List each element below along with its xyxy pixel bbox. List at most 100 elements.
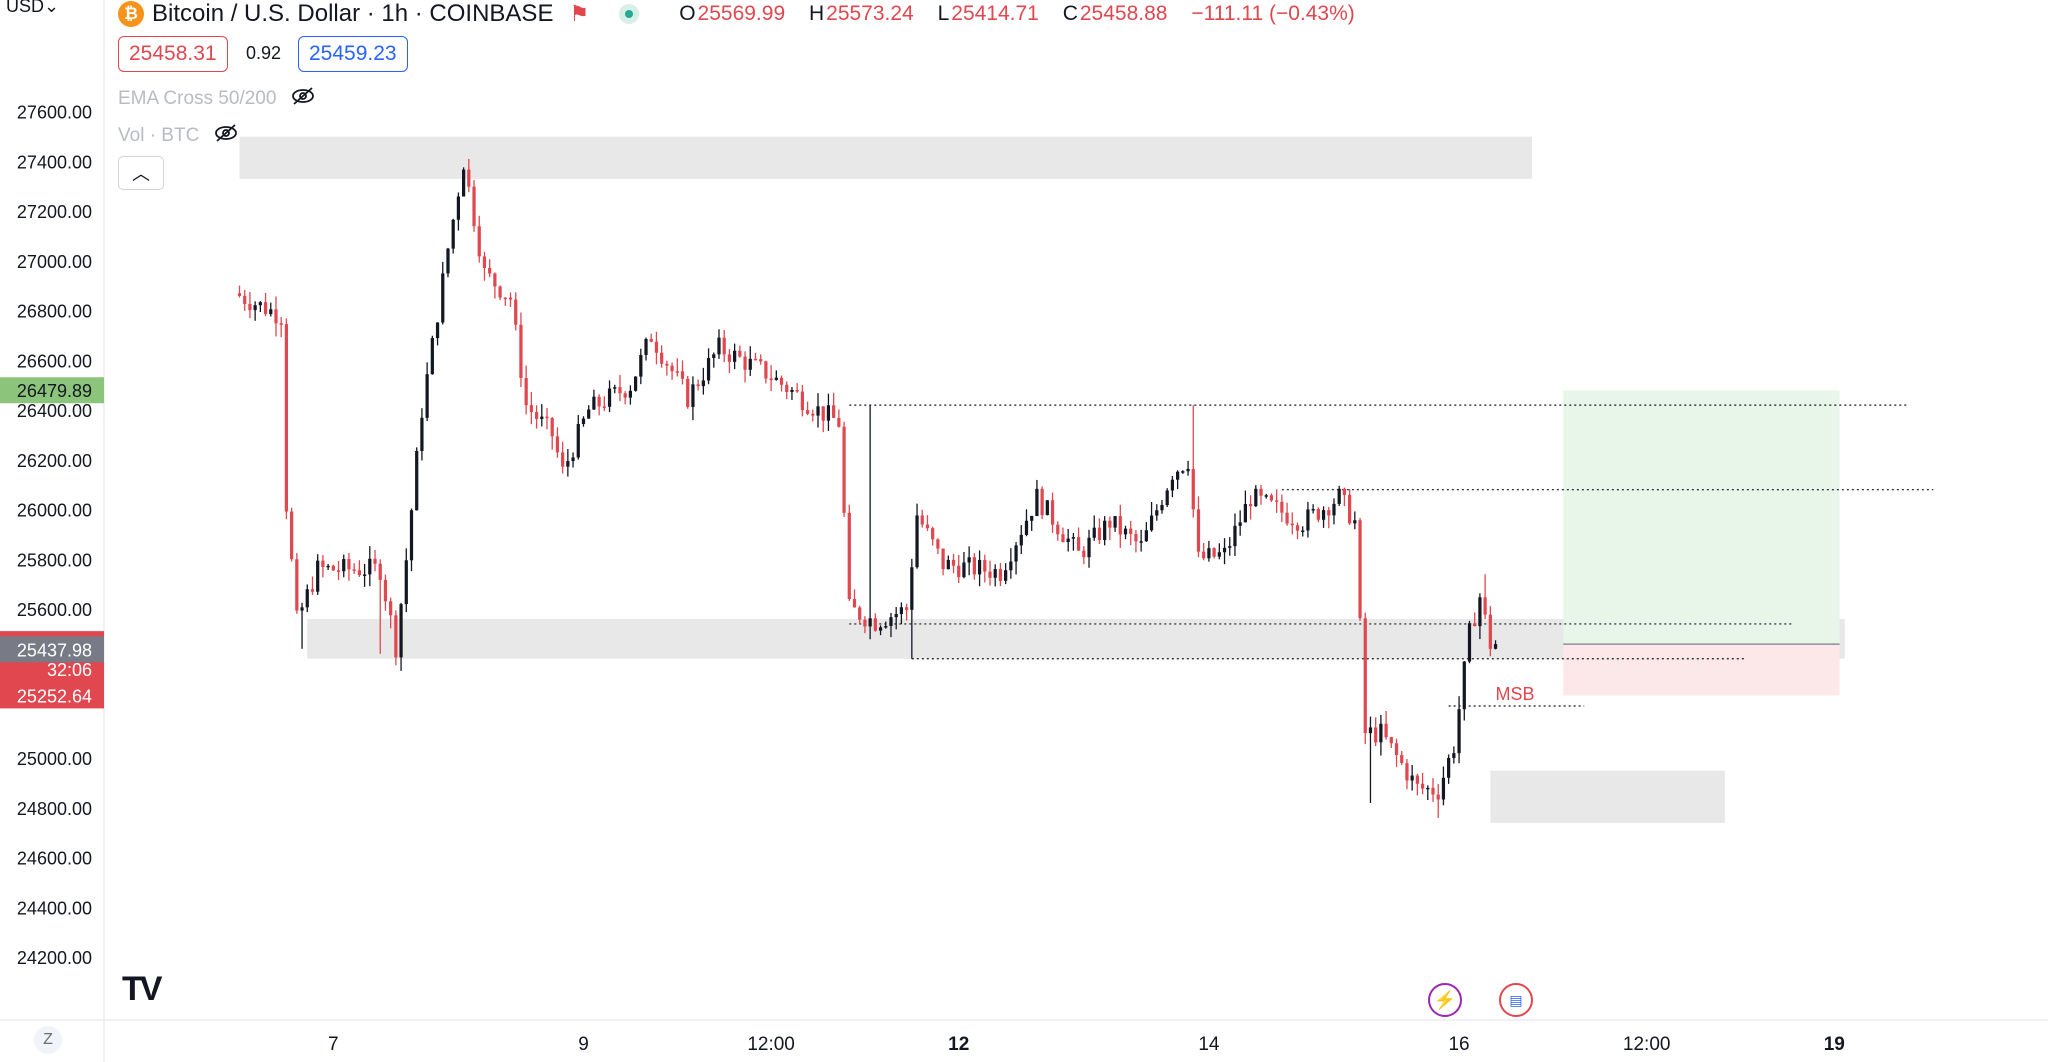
candle — [873, 618, 877, 631]
y-tick-label: 25000.00 — [17, 749, 92, 769]
candle — [889, 617, 893, 626]
price-label-text: 26479.89 — [17, 381, 92, 401]
candle — [738, 350, 742, 357]
candle — [540, 416, 544, 419]
candle — [425, 374, 429, 418]
candle — [243, 295, 247, 304]
candle — [1233, 525, 1237, 547]
candle — [1389, 737, 1393, 744]
candle — [753, 358, 758, 361]
candle — [1452, 753, 1456, 758]
y-tick-label: 24400.00 — [17, 898, 92, 918]
candle — [284, 324, 289, 512]
candle — [1009, 561, 1013, 571]
y-tick-label: 25600.00 — [17, 600, 92, 620]
candle — [1400, 755, 1404, 764]
candle — [988, 571, 992, 578]
y-tick-label: 25800.00 — [17, 550, 92, 570]
candle — [1415, 775, 1419, 784]
candle — [977, 559, 982, 575]
candle — [983, 559, 987, 572]
candle — [1040, 488, 1044, 516]
candle — [884, 625, 888, 628]
candle — [675, 371, 679, 373]
sell-price-button[interactable]: 25458.31 — [118, 36, 228, 72]
candle — [597, 396, 601, 407]
x-tick-label: 19 — [1824, 1034, 1845, 1055]
collapse-legend-button[interactable]: ︿ — [118, 156, 164, 190]
buy-price-button[interactable]: 25459.23 — [298, 36, 408, 72]
candle — [253, 305, 257, 311]
eye-off-icon[interactable] — [213, 123, 239, 148]
candle — [1176, 471, 1180, 480]
candle — [1108, 520, 1112, 528]
candle — [691, 384, 695, 407]
candle — [722, 337, 726, 355]
currency-selector[interactable]: USD⌄ — [6, 0, 60, 16]
candle — [717, 337, 721, 355]
candle — [258, 302, 262, 306]
candle — [503, 297, 507, 300]
candle — [1165, 490, 1169, 505]
candle — [1082, 550, 1086, 558]
candle — [394, 615, 398, 658]
candle — [295, 559, 299, 611]
indicator-ema-cross[interactable]: EMA Cross 50/200 — [118, 86, 316, 111]
candle — [534, 412, 539, 419]
candle — [1462, 661, 1466, 710]
candle — [1035, 488, 1039, 516]
candle — [1264, 495, 1268, 497]
candle — [712, 354, 716, 359]
timezone-button[interactable]: Z — [34, 1026, 62, 1054]
y-tick-label: 24200.00 — [17, 948, 92, 968]
candle — [1243, 503, 1247, 523]
candle — [383, 579, 388, 602]
candle — [1405, 763, 1409, 781]
indicator-volume[interactable]: Vol · BTC — [118, 123, 239, 148]
ohlc-values: O25569.99 H25573.24 L25414.71 C25458.88 … — [679, 2, 1355, 25]
candle — [1134, 534, 1138, 542]
candle — [910, 567, 914, 610]
candle — [368, 558, 372, 575]
candle — [805, 410, 810, 414]
candle — [852, 598, 857, 608]
candle — [519, 324, 523, 378]
candle — [821, 406, 825, 421]
candle — [613, 387, 617, 389]
symbol-title[interactable]: Bitcoin / U.S. Dollar · 1h · COINBASE — [152, 0, 554, 27]
candle — [1222, 547, 1227, 553]
lightning-event-icon[interactable]: ⚡ — [1428, 983, 1462, 1017]
candle — [446, 248, 450, 274]
candle — [790, 389, 794, 393]
candle — [946, 559, 950, 570]
candle — [592, 396, 596, 410]
candle — [550, 418, 554, 437]
flag-icon[interactable]: ⚑ — [569, 1, 590, 26]
market-status-icon[interactable] — [619, 4, 640, 24]
candle — [461, 169, 466, 197]
candle — [415, 450, 419, 511]
candle — [847, 512, 851, 599]
eye-off-icon[interactable] — [290, 86, 316, 111]
x-tick-label: 12 — [948, 1034, 969, 1055]
candle — [274, 309, 278, 324]
x-tick-label: 7 — [328, 1034, 339, 1055]
candle — [1332, 503, 1336, 516]
us-flag-event-icon[interactable]: ▤ — [1499, 983, 1533, 1017]
candle — [743, 356, 747, 370]
candle — [1290, 523, 1294, 526]
candle — [237, 293, 242, 296]
x-tick-label: 14 — [1198, 1034, 1220, 1055]
candle — [1488, 614, 1492, 649]
candle — [1228, 546, 1232, 548]
candle — [941, 548, 945, 570]
candle — [555, 436, 560, 453]
candle — [1014, 545, 1018, 562]
candle — [1066, 538, 1070, 542]
candle — [1493, 644, 1498, 649]
candle — [310, 589, 315, 592]
candle — [967, 557, 971, 563]
candle — [1061, 534, 1065, 542]
candle — [1160, 504, 1164, 511]
